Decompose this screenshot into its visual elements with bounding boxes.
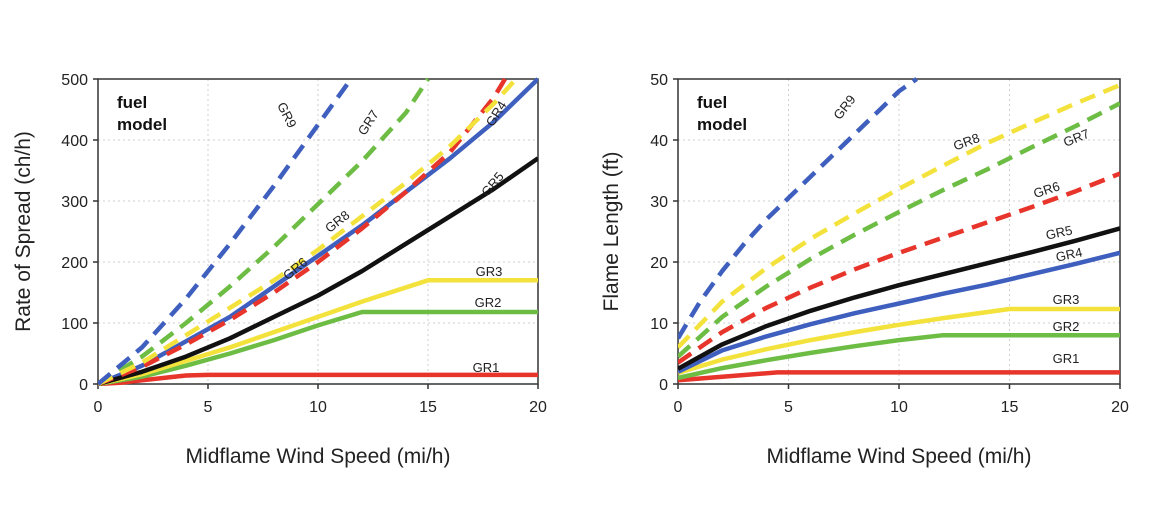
y-tick-label: 300: [61, 194, 88, 211]
series-label-gr3: GR3: [476, 264, 503, 279]
series-line-gr9: [98, 77, 353, 386]
y-tick-label: 30: [650, 194, 668, 211]
series-line-gr2: [678, 332, 1120, 381]
series-label-gr9: GR9: [830, 92, 858, 122]
y-axis-label: Rate of Spread (ch/h): [12, 131, 35, 332]
series-label-gr9: GR9: [274, 100, 300, 131]
series-label-gr4: GR4: [1054, 244, 1083, 264]
y-tick-label: 50: [650, 72, 668, 89]
fuel-model-annotation: fuel: [117, 93, 147, 112]
x-tick-label: 15: [1001, 399, 1019, 416]
fuel-model-annotation: model: [697, 115, 747, 134]
series-label-gr8: GR8: [322, 207, 352, 235]
series-label-gr3: GR3: [1053, 292, 1080, 307]
x-tick-label: 10: [890, 399, 908, 416]
y-tick-label: 400: [61, 133, 88, 150]
y-tick-label: 500: [61, 72, 88, 89]
x-tick-label: 5: [784, 399, 793, 416]
flame-length-chart: 0 10 20 30 40 50 0 5 10 15 20 Midflame Wind Speed (…: [600, 72, 1129, 468]
y-tick-label: 0: [79, 377, 88, 394]
series-line-gr3: [678, 306, 1120, 376]
series-label-gr1: GR1: [473, 360, 500, 375]
y-tick-label: 0: [659, 377, 668, 394]
fuel-model-annotation: fuel: [697, 93, 727, 112]
x-tick-label: 0: [674, 399, 683, 416]
x-tick-label: 20: [529, 399, 547, 416]
y-tick-label: 20: [650, 255, 668, 272]
x-axis-label: Midflame Wind Speed (mi/h): [186, 445, 451, 468]
series-label-gr7: GR7: [355, 107, 382, 138]
y-tick-label: 10: [650, 316, 668, 333]
series-label-gr2: GR2: [1053, 319, 1080, 334]
series-line-gr3: [98, 278, 538, 386]
y-tick-label: 200: [61, 255, 88, 272]
series-line-gr1: [678, 370, 1120, 383]
x-axis-label: Midflame Wind Speed (mi/h): [767, 445, 1032, 468]
rate-of-spread-chart: 0 100 200 300 400 500 0 5 10 15 20 Midflame Wind Sp…: [12, 72, 547, 468]
y-axis-label: Flame Length (ft): [600, 152, 623, 312]
series-line-gr8: [98, 77, 518, 386]
x-tick-label: 0: [94, 399, 103, 416]
y-tick-label: 100: [61, 316, 88, 333]
series-label-gr2: GR2: [475, 295, 502, 310]
series-line-gr4: [678, 250, 1120, 374]
series-line-gr9: [678, 77, 918, 340]
x-tick-label: 15: [419, 399, 437, 416]
fuel-model-annotation: model: [117, 115, 167, 134]
series-line-gr6: [98, 77, 507, 386]
y-tick-label: 40: [650, 133, 668, 150]
series-line-gr5: [98, 156, 538, 386]
series-label-gr1: GR1: [1053, 351, 1080, 366]
series-line-gr7: [98, 77, 430, 386]
series-line-gr1: [98, 372, 538, 386]
series-line-gr6: [678, 171, 1120, 365]
x-tick-label: 20: [1111, 399, 1129, 416]
series-line-gr8: [678, 83, 1120, 349]
x-tick-label: 5: [204, 399, 213, 416]
series-label-gr5: GR5: [1044, 222, 1073, 242]
series-line-gr5: [678, 226, 1120, 371]
series-line-gr2: [98, 309, 538, 386]
x-tick-label: 10: [309, 399, 327, 416]
series-line-gr7: [678, 101, 1120, 359]
